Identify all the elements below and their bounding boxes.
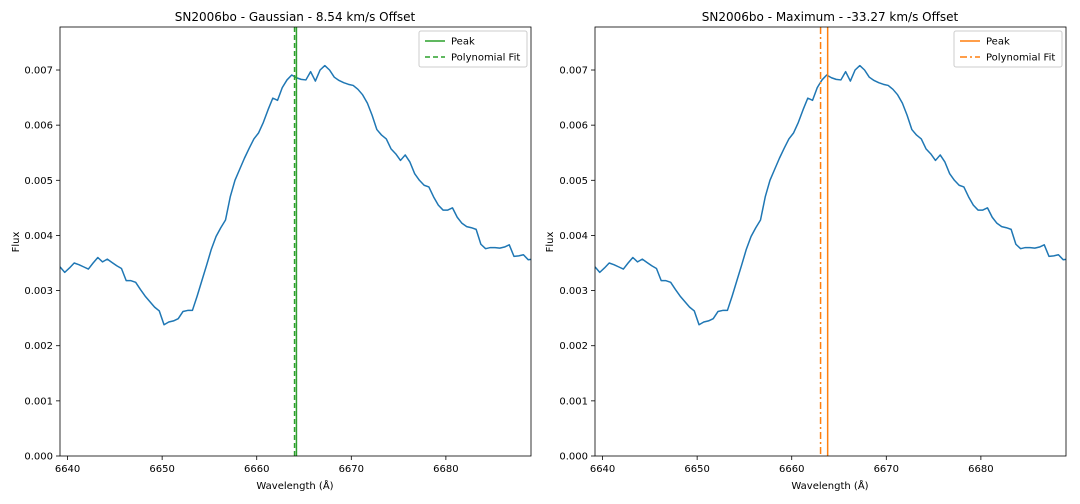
- x-tick-label: 6680: [968, 464, 993, 475]
- y-axis-label: Flux: [545, 232, 556, 253]
- y-tick-label: 0.003: [559, 286, 588, 297]
- chart-gaussian: SN2006bo - Gaussian - 8.54 km/s Offset W…: [11, 10, 532, 492]
- y-tick-label: 0.006: [559, 121, 588, 132]
- spectrum-line: [60, 64, 531, 326]
- axes-frame: [59, 26, 532, 457]
- y-tick-label: 0.005: [24, 176, 53, 187]
- chart-maximum: SN2006bo - Maximum - -33.27 km/s Offset …: [545, 10, 1067, 492]
- plot-area: 6640 6650 6660 6670 6680 0.000 0.001 0.002 0.003…: [559, 26, 1067, 475]
- x-tick-label: 6640: [55, 464, 80, 475]
- y-tick-label: 0.000: [559, 452, 588, 463]
- y-tick-label: 0.001: [24, 396, 53, 407]
- x-axis-label: Wavelength (Å): [791, 479, 868, 492]
- y-tick-label: 0.005: [559, 176, 588, 187]
- legend-entry-label: Polynomial Fit: [986, 53, 1055, 64]
- y-tick-label: 0.003: [24, 286, 53, 297]
- series-group: [595, 27, 1066, 456]
- x-tick-label: 6670: [339, 464, 364, 475]
- y-tick-label: 0.000: [24, 452, 53, 463]
- legend-entry-label: Peak: [451, 37, 475, 48]
- plot-area: 6640 6650 6660 6670 6680 0.000 0.001 0.002 0.003…: [24, 26, 532, 475]
- chart-title: SN2006bo - Maximum - -33.27 km/s Offset: [702, 10, 959, 24]
- y-tick-label: 0.006: [24, 121, 53, 132]
- x-axis-label: Wavelength (Å): [256, 479, 333, 492]
- y-tick-label: 0.004: [24, 231, 53, 242]
- legend-frame: [418, 30, 528, 68]
- spectrum-line: [595, 64, 1066, 326]
- y-tick-label: 0.001: [559, 396, 588, 407]
- axes-frame: [594, 26, 1067, 457]
- y-tick-label: 0.002: [559, 341, 588, 352]
- x-tick-label: 6650: [684, 464, 709, 475]
- series-group: [60, 27, 531, 456]
- legend-entry-label: Polynomial Fit: [451, 53, 520, 64]
- y-tick-label: 0.002: [24, 341, 53, 352]
- x-tick-label: 6670: [874, 464, 899, 475]
- x-tick-label: 6680: [433, 464, 458, 475]
- y-axis-label: Flux: [11, 232, 22, 253]
- x-tick-label: 6650: [149, 464, 174, 475]
- y-tick-label: 0.007: [24, 66, 53, 77]
- chart-title: SN2006bo - Gaussian - 8.54 km/s Offset: [175, 10, 416, 24]
- legend-entry-label: Peak: [986, 37, 1010, 48]
- y-tick-label: 0.004: [559, 231, 588, 242]
- legend: Peak Polynomial Fit: [953, 30, 1063, 68]
- legend: Peak Polynomial Fit: [418, 30, 528, 68]
- x-tick-label: 6660: [244, 464, 269, 475]
- x-tick-label: 6660: [779, 464, 804, 475]
- legend-frame: [953, 30, 1063, 68]
- y-tick-label: 0.007: [559, 66, 588, 77]
- x-tick-label: 6640: [590, 464, 615, 475]
